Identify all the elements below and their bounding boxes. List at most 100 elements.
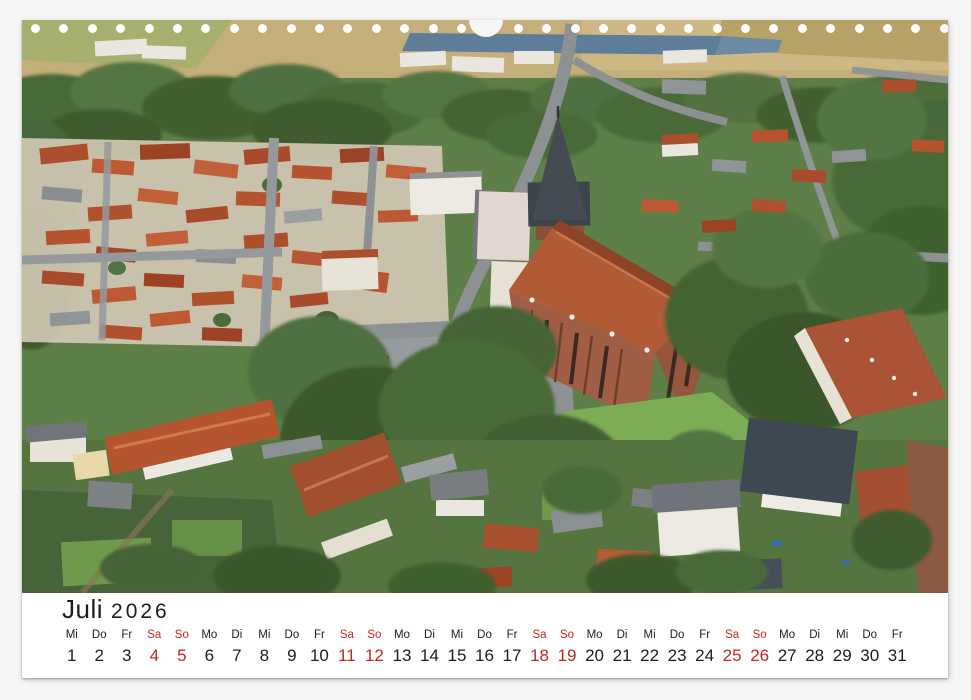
date-number: 9 [287,646,297,665]
date-number: 2 [94,646,104,665]
day-cell: Fr 3 [113,629,141,665]
day-cell: Sa 11 [333,629,361,665]
binding-hole [229,23,239,33]
right-suburb [641,79,945,233]
binding-hole [116,23,126,33]
distant-buildings [94,38,708,73]
day-cell: Mi 15 [443,629,471,665]
date-number: 20 [585,646,605,665]
binding-hole [144,23,154,33]
binding-hole [513,23,523,33]
calendar-strip: Juli 2026 Mi 1 Do 2 Fr 3 Sa 4 So 5 Mo 6 Di 7 Mi 8 Do 9 Fr 1… [22,593,948,678]
day-cell: Di 14 [416,629,444,665]
day-cell: Mi 22 [636,629,664,665]
weekday-label: Mi [65,629,78,641]
day-cell: Mo 20 [581,629,609,665]
day-cell: Fr 10 [306,629,334,665]
date-number: 12 [364,646,384,665]
day-cell: So 26 [746,629,774,665]
binding-hole [939,23,948,33]
binding-hole [31,23,40,33]
date-number: 18 [530,646,549,665]
date-number: 7 [232,646,242,665]
date-number: 17 [502,646,522,665]
binding-hole [883,23,892,33]
weekday-label: So [752,629,767,641]
binding-hole [655,23,665,33]
old-town-roofs [22,138,450,350]
binding-hole [854,23,864,33]
day-cell: So 12 [361,629,389,665]
date-number: 5 [177,646,187,665]
weekday-label: Sa [339,629,354,641]
binding-hole [400,23,410,33]
date-number: 31 [887,646,907,665]
binding-hole [286,23,296,33]
date-number: 27 [777,646,797,665]
weekday-label: Fr [699,629,711,641]
date-number: 30 [860,646,880,665]
weekday-label: Fr [121,629,133,641]
binding-hole [826,23,836,33]
month-title: Juli 2026 [62,595,170,624]
binding-hole [797,23,807,33]
binding-hole [684,23,694,33]
date-number: 3 [122,646,132,665]
weekday-label: So [174,629,189,641]
date-number: 10 [309,646,329,665]
weekday-label: Fr [506,629,518,641]
weekday-label: Di [424,629,435,641]
binding-hole [173,23,182,33]
binding-hole [201,23,211,33]
church [509,106,716,422]
weekday-label: Do [284,629,300,641]
day-cell: Fr 24 [691,629,719,665]
date-number: 13 [392,646,412,665]
day-cell: So 19 [553,629,581,665]
monastery-building [794,308,947,424]
day-cell: Di 7 [223,629,251,665]
date-number: 23 [667,646,687,665]
weekday-label: Fr [313,629,325,641]
date-number: 11 [338,646,356,665]
days-row: Mi 1 Do 2 Fr 3 Sa 4 So 5 Mo 6 Di 7 Mi 8 Do 9 Fr 10 Sa 11 So 12 M… [58,629,911,665]
calendar-photo: Aerial summer view of a small north Germ… [22,20,948,593]
weekday-label: Mi [258,629,271,641]
day-cell: Mo 27 [773,629,801,665]
date-number: 1 [67,646,77,665]
day-cell: Di 21 [608,629,636,665]
weekday-label: Mo [201,629,218,641]
date-number: 29 [832,646,852,665]
day-cell: Do 30 [856,629,884,665]
month-label: Juli [62,594,104,624]
weekday-label: Sa [532,629,547,641]
weekday-label: Mo [779,629,796,641]
binding-hole [911,23,921,33]
weekday-label: Mo [393,629,410,641]
date-number: 28 [805,646,825,665]
calendar-sheet: Aerial summer view of a small north Germ… [22,20,948,678]
lake [402,33,782,55]
aerial-photo-illustration: Aerial summer view of a small north Germ… [22,20,948,593]
day-cell: Sa 25 [718,629,746,665]
day-cell: Do 16 [471,629,499,665]
day-cell: Do 9 [278,629,306,665]
weekday-label: So [367,629,382,641]
day-cell: Mi 1 [58,629,86,665]
day-cell: So 5 [168,629,196,665]
foreground-houses [22,399,948,593]
weekday-label: Mi [643,629,656,641]
weekday-label: Di [616,629,628,641]
weekday-label: Mo [586,629,603,641]
binding-hole [428,23,438,33]
date-number: 24 [695,646,715,665]
date-number: 15 [447,646,467,665]
day-cell: Mo 13 [388,629,416,665]
weekday-label: Di [231,629,243,641]
day-cell: Fr 31 [883,629,911,665]
hanger-notch [469,20,503,37]
year-label: 2026 [111,600,170,623]
day-cell: Mi 8 [251,629,279,665]
binding-hole [315,23,324,33]
day-cell: Mo 6 [196,629,224,665]
